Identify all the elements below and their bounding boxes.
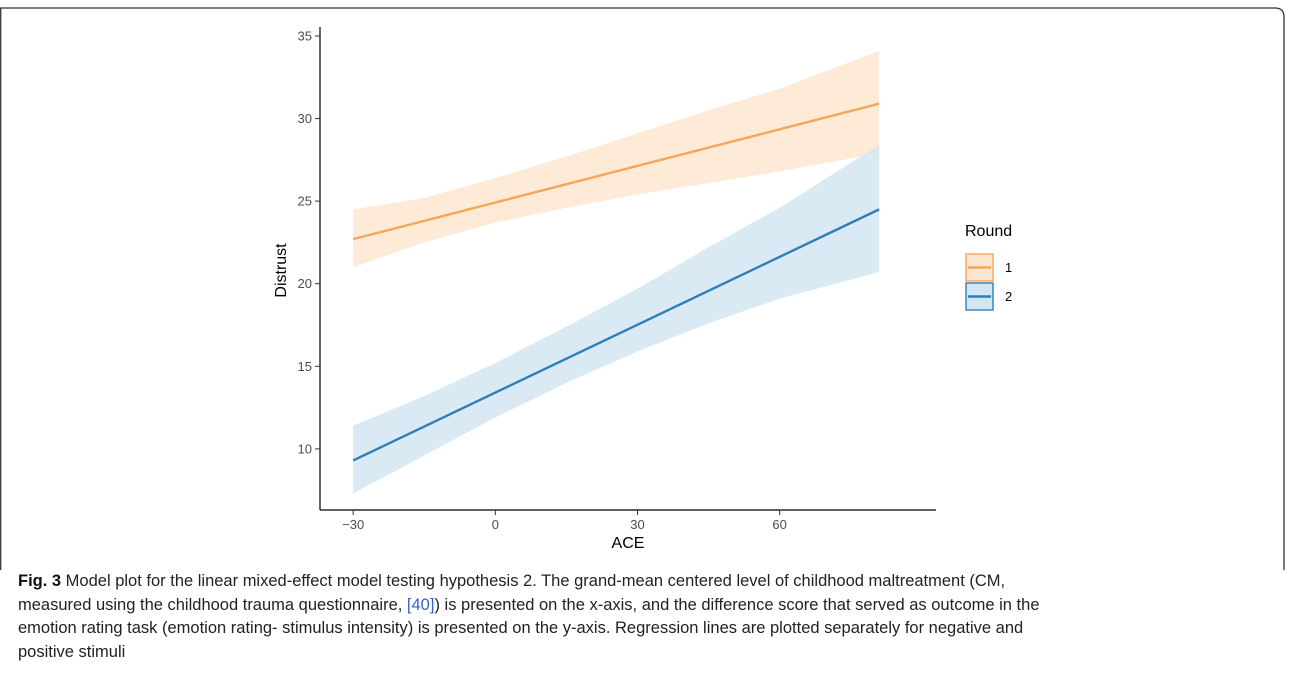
x-axis-label: ACE bbox=[612, 535, 645, 552]
x-tick-label: 30 bbox=[630, 517, 644, 532]
regression-lines bbox=[352, 102, 880, 462]
regression-line-round-2 bbox=[352, 208, 880, 462]
caption-line-2-post: ) is presented on the x-axis, and the di… bbox=[434, 595, 1040, 614]
caption-reference-link[interactable]: [40] bbox=[406, 595, 435, 614]
caption-line-1: Model plot for the linear mixed-effect m… bbox=[61, 572, 1006, 590]
y-tick-label: 10 bbox=[298, 441, 312, 456]
caption-lead: Fig. 3 bbox=[18, 572, 62, 590]
y-tick-label: 25 bbox=[298, 194, 312, 209]
confidence-bands bbox=[353, 50, 880, 494]
figure-border bbox=[0, 7, 1285, 570]
legend-label-round-1: 1 bbox=[1005, 260, 1012, 275]
legend: Round 1 2 bbox=[965, 223, 1012, 311]
regression-line-round-1 bbox=[352, 102, 880, 241]
axes: 10 15 20 25 30 35 −30 0 30 60 ACE Distrust bbox=[273, 27, 936, 552]
caption-line-3: emotion rating task (emotion rating- sti… bbox=[18, 619, 1024, 637]
x-tick-label: 60 bbox=[772, 517, 786, 532]
y-tick-label: 35 bbox=[298, 28, 312, 43]
legend-label-round-2: 2 bbox=[1005, 289, 1012, 304]
confidence-band-round-2 bbox=[353, 144, 880, 494]
y-tick-label: 20 bbox=[298, 276, 312, 291]
y-tick-label: 30 bbox=[298, 111, 312, 126]
x-tick-label: −30 bbox=[342, 517, 364, 532]
chart: 10 15 20 25 30 35 −30 0 30 60 ACE Distrust Round 1 2 bbox=[0, 7, 1285, 570]
y-tick-label: 15 bbox=[298, 359, 312, 374]
legend-title: Round bbox=[965, 223, 1012, 240]
x-tick-label: 0 bbox=[492, 517, 499, 532]
figure-caption: Fig. 3 Model plot for the linear mixed-e… bbox=[18, 570, 1268, 664]
y-axis-label: Distrust bbox=[273, 243, 290, 298]
confidence-band-round-1 bbox=[353, 50, 880, 268]
caption-line-2-pre: measured using the childhood trauma ques… bbox=[18, 595, 407, 614]
caption-line-4: positive stimuli bbox=[18, 642, 126, 661]
